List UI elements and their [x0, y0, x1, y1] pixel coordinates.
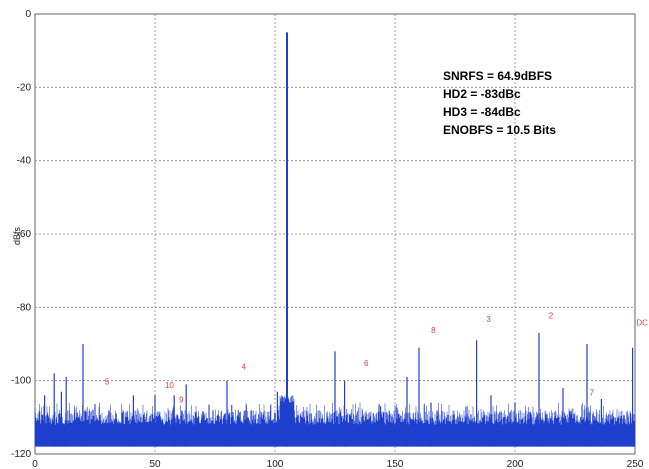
y-tick-label: -80 — [17, 302, 32, 313]
harmonic-label: 7 — [590, 388, 595, 397]
y-tick-label: -60 — [17, 229, 32, 240]
harmonic-labels: 5 10 9 4 6 8 3 2 7 DC — [105, 311, 648, 404]
y-tick-label: -120 — [11, 449, 31, 460]
harmonic-label: 6 — [364, 359, 369, 368]
x-tick-label: 150 — [387, 459, 404, 469]
harmonic-label: 9 — [179, 396, 184, 405]
annotation-text: HD2 = -83dBc — [443, 87, 521, 101]
y-tick-label: -40 — [17, 156, 32, 167]
x-axis-ticks: 0 50 100 150 200 250 — [32, 459, 644, 469]
y-tick-label: -100 — [11, 376, 31, 387]
y-axis-label: dBfs — [12, 226, 22, 245]
y-tick-label: -20 — [17, 82, 32, 93]
annotation-text: SNRFS = 64.9dBFS — [443, 69, 552, 83]
harmonic-label: DC — [636, 319, 648, 328]
annotation-block: SNRFS = 64.9dBFS HD2 = -83dBc HD3 = -84dBc… — [443, 69, 556, 137]
harmonic-label: 8 — [431, 326, 436, 335]
harmonic-label: 10 — [165, 381, 174, 390]
harmonic-label: 5 — [105, 377, 110, 386]
noise-floor-trace — [34, 395, 636, 447]
grid — [35, 14, 635, 454]
harmonic-label: 4 — [242, 363, 247, 372]
x-tick-label: 200 — [507, 459, 524, 469]
harmonic-label: 2 — [549, 311, 554, 320]
x-tick-label: 100 — [267, 459, 284, 469]
spur-lines — [43, 32, 634, 447]
x-tick-label: 250 — [627, 459, 644, 469]
y-axis-ticks: 0 -20 -40 -60 -80 -100 -120 — [11, 9, 31, 460]
y-tick-label: 0 — [25, 9, 31, 20]
annotation-text: ENOBFS = 10.5 Bits — [443, 123, 556, 137]
noise-floor — [34, 395, 636, 447]
x-tick-label: 50 — [149, 459, 161, 469]
harmonic-label: 3 — [486, 315, 491, 324]
x-tick-label: 0 — [32, 459, 38, 469]
annotation-text: HD3 = -84dBc — [443, 105, 521, 119]
